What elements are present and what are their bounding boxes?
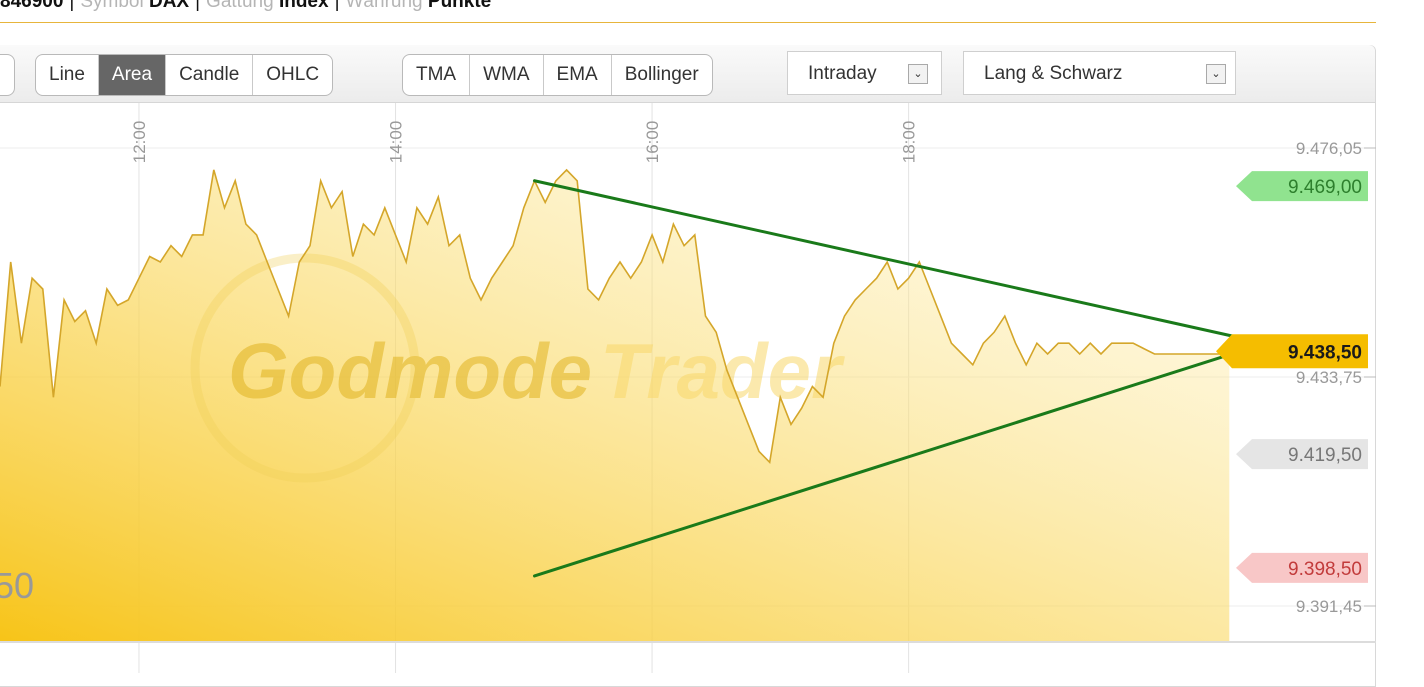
x-axis: 12:00 14:00 16:00 18:00 bbox=[130, 121, 919, 164]
symbol-value: DAX bbox=[148, 0, 190, 12]
price-tag-low bbox=[1236, 552, 1368, 583]
y-tick-label: 9.476,05 bbox=[1296, 139, 1362, 158]
indicator-bollinger-button[interactable]: Bollinger bbox=[624, 64, 699, 85]
meta-separator: | bbox=[69, 0, 75, 12]
trendline bbox=[532, 179, 1242, 340]
price-tag-current bbox=[1216, 334, 1368, 369]
indicator-tma-button[interactable]: TMA bbox=[403, 55, 471, 95]
y-tick-label: 9.433,75 bbox=[1296, 368, 1362, 387]
x-tick-label: 12:00 bbox=[130, 121, 149, 164]
x-tick-label: 18:00 bbox=[900, 121, 919, 164]
watermark-text-dark: Godmode bbox=[228, 327, 592, 415]
gattung-value: Index bbox=[278, 0, 329, 12]
watermark-text-light: Trader bbox=[600, 327, 845, 415]
timeframe-value: Intraday bbox=[808, 63, 877, 84]
chart-toolbar: Line Area Candle OHLC TMA WMA EMA Bollin… bbox=[0, 45, 1375, 103]
isin-value: 846900 bbox=[0, 0, 64, 12]
timeframe-select[interactable]: Intraday ⌄ bbox=[787, 51, 942, 95]
price-tag-previous bbox=[1236, 439, 1368, 470]
indicator-wma-button[interactable]: WMA bbox=[470, 55, 544, 95]
instrument-meta: 846900 | Symbol DAX | Gattung Index | Währung … bbox=[0, 0, 491, 17]
chevron-down-icon[interactable]: ⌄ bbox=[908, 64, 928, 84]
price-tags: 9.469,00 9.438,50 9.419,50 9.398,50 bbox=[1216, 171, 1368, 583]
partial-button-group bbox=[0, 54, 15, 96]
partial-axis-label: 50 bbox=[0, 565, 34, 606]
price-line bbox=[0, 168, 1230, 464]
exchange-select[interactable]: Lang & Schwarz ⌄ bbox=[963, 51, 1236, 95]
waehrung-label: Währung bbox=[345, 0, 423, 12]
watermark-ring-icon bbox=[190, 253, 420, 483]
chevron-down-icon[interactable]: ⌄ bbox=[1206, 64, 1226, 84]
price-tag-high bbox=[1236, 171, 1368, 202]
watermark: Godmode Trader bbox=[190, 253, 845, 483]
waehrung-value: Punkte bbox=[427, 0, 492, 12]
price-tag-label: 9.419,50 bbox=[1288, 445, 1362, 466]
gattung-label: Gattung bbox=[206, 0, 274, 12]
price-tag-label: 9.469,00 bbox=[1288, 177, 1362, 198]
y-axis: 9.476,05 9.433,75 9.391,45 bbox=[1296, 139, 1376, 616]
price-tag-label: 9.438,50 bbox=[1288, 342, 1362, 363]
header-divider bbox=[0, 22, 1376, 23]
symbol-label: Symbol bbox=[80, 0, 144, 12]
chart-type-candle-button[interactable]: Candle bbox=[166, 55, 254, 95]
price-tag-label: 9.398,50 bbox=[1288, 559, 1362, 580]
meta-separator: | bbox=[195, 0, 201, 12]
meta-separator: | bbox=[334, 0, 340, 12]
trendlines bbox=[532, 179, 1242, 578]
trendline bbox=[532, 349, 1242, 578]
chart-type-line-button[interactable]: Line bbox=[36, 55, 99, 95]
indicator-group: TMA WMA EMA Bollinger bbox=[402, 54, 713, 96]
y-tick-label: 9.391,45 bbox=[1296, 597, 1362, 616]
chart-bottom-border bbox=[0, 641, 1376, 643]
x-tick-label: 14:00 bbox=[387, 121, 406, 164]
chart-type-ohlc-button[interactable]: OHLC bbox=[266, 64, 320, 85]
indicator-ema-button[interactable]: EMA bbox=[544, 55, 612, 95]
price-area bbox=[0, 169, 1230, 641]
x-tick-label: 16:00 bbox=[643, 121, 662, 164]
exchange-value: Lang & Schwarz bbox=[984, 63, 1123, 84]
price-chart: Godmode Trader 9.476,059.433,759.391,45 … bbox=[0, 103, 1376, 673]
chart-type-area-button[interactable]: Area bbox=[98, 55, 167, 95]
chart-type-group: Line Area Candle OHLC bbox=[35, 54, 334, 96]
